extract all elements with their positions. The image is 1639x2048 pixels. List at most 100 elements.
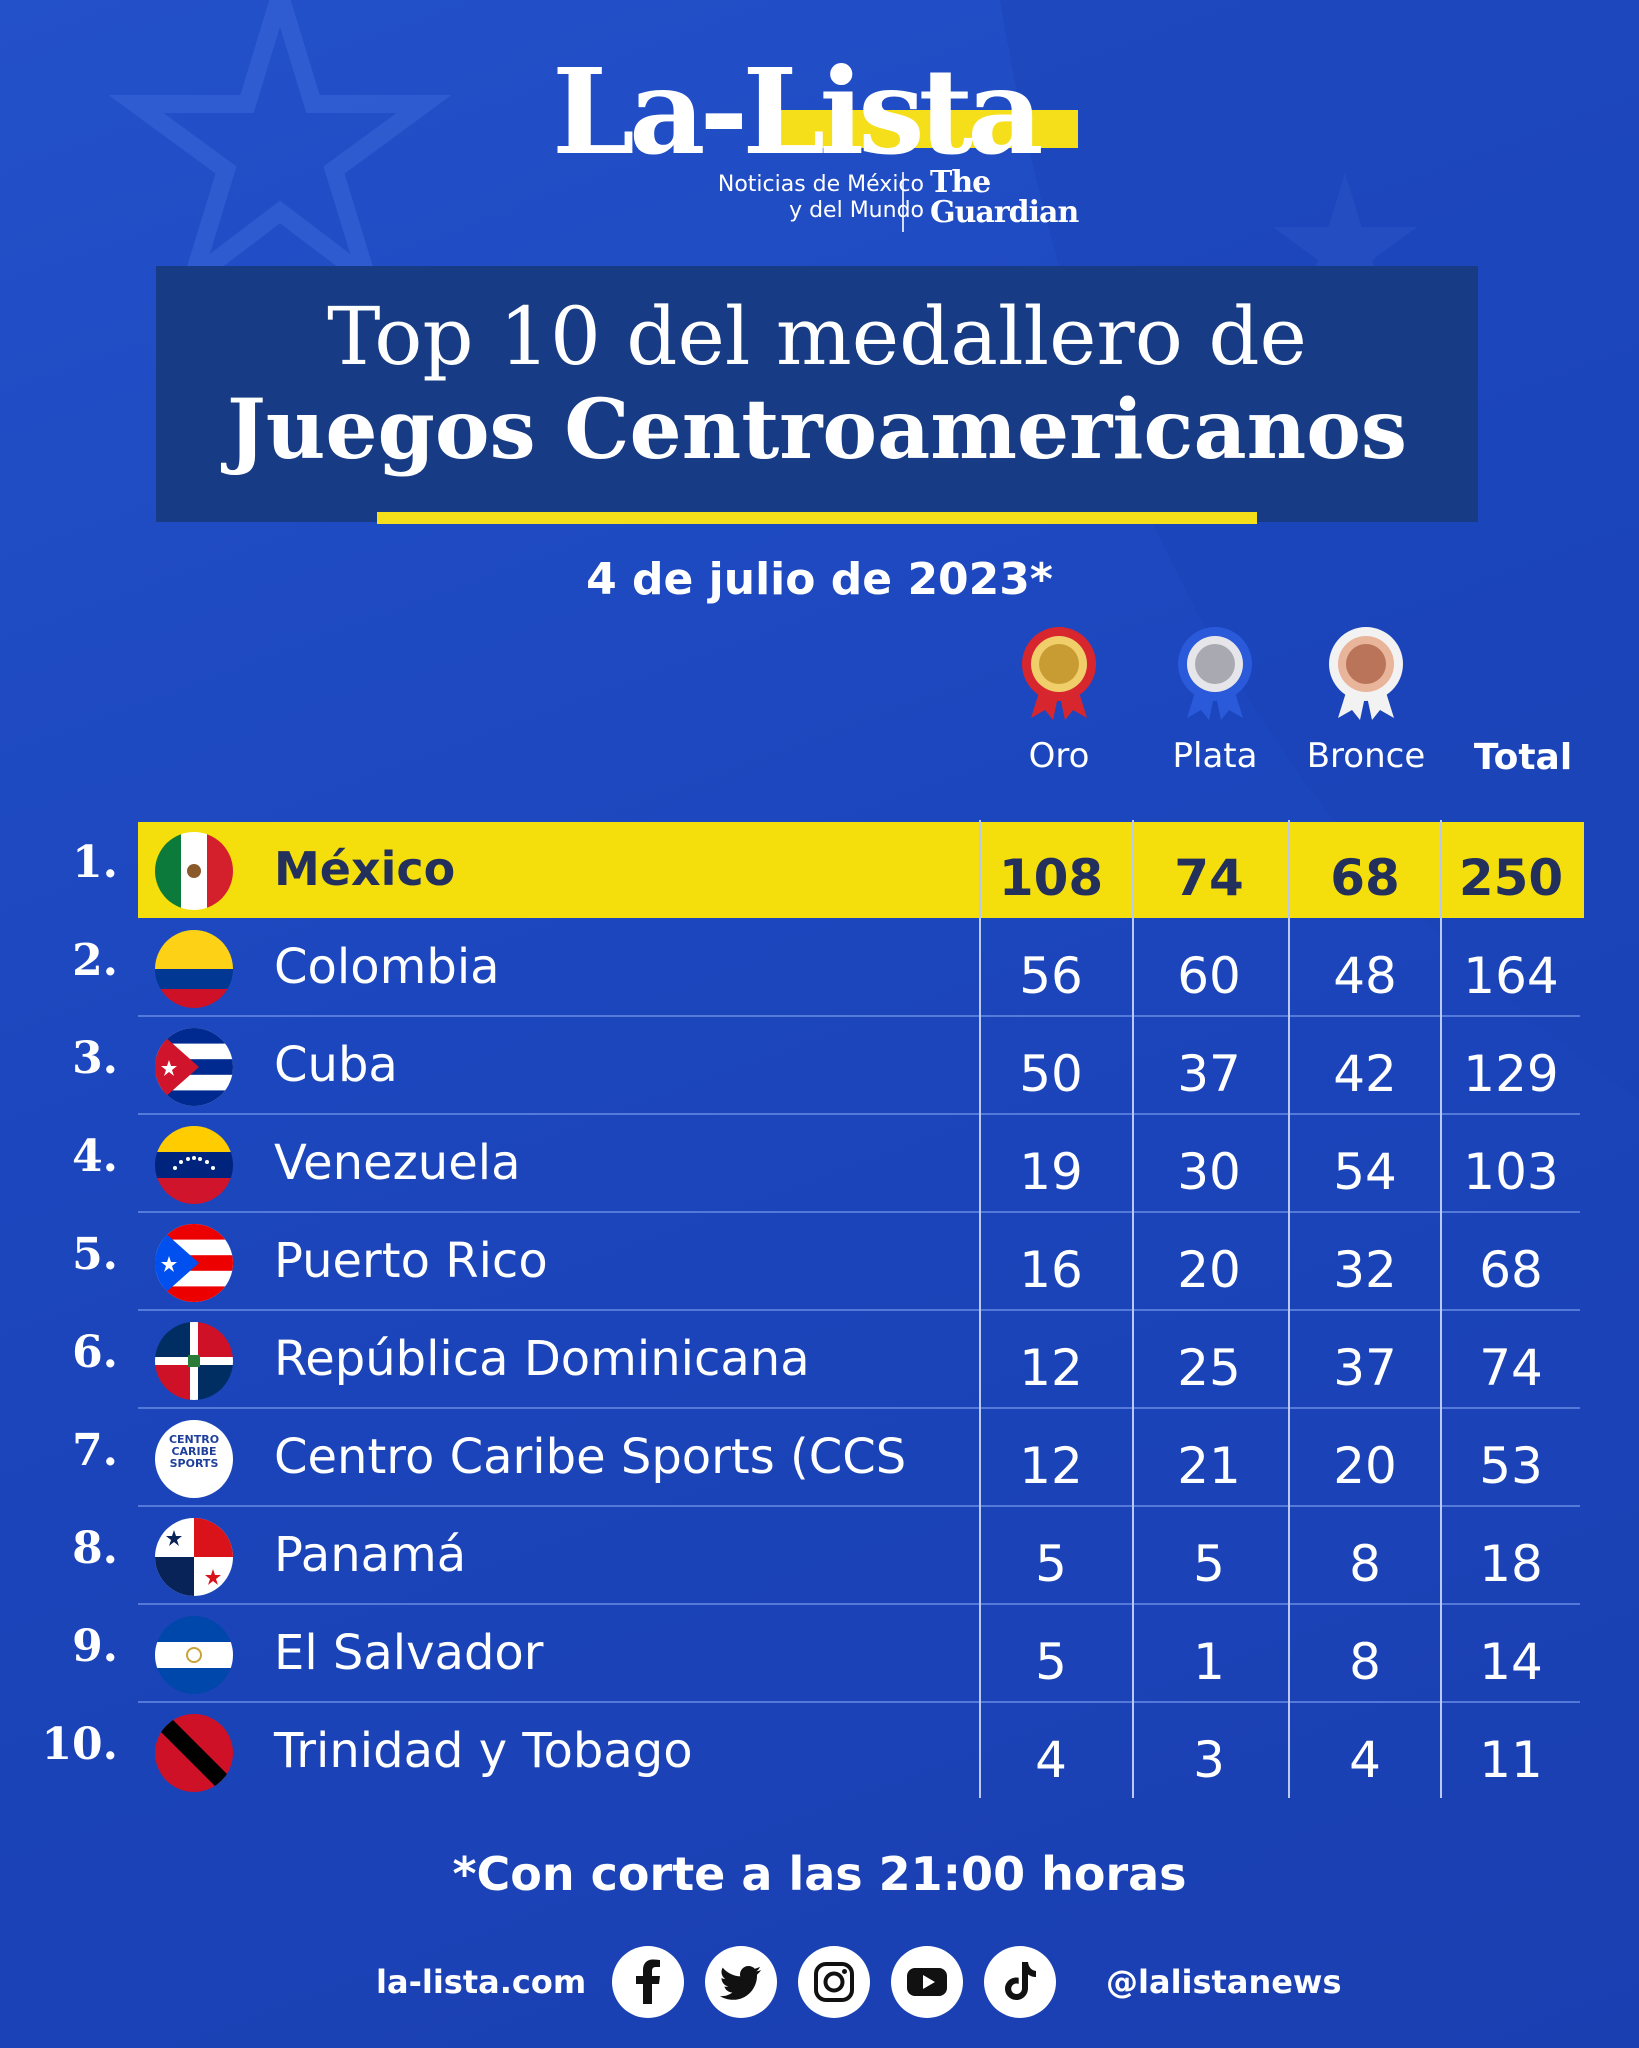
table-row: 8. Panamá 5 5 8 18 (0, 1506, 1639, 1604)
bronze-count: 8 (1349, 1535, 1381, 1593)
table-row: 5. Puerto Rico 16 20 32 68 (0, 1212, 1639, 1310)
row-divider (138, 1113, 1580, 1115)
column-divider (1132, 820, 1134, 1798)
gold-count: 4 (1035, 1731, 1067, 1789)
puerto-rico-flag-icon (155, 1224, 233, 1302)
table-row: 6. República Dominicana 12 25 37 74 (0, 1310, 1639, 1408)
country-name: Venezuela (274, 1135, 521, 1191)
row-divider (138, 1505, 1580, 1507)
youtube-icon[interactable] (891, 1946, 963, 2018)
guardian-logo-line2: Guardian (930, 195, 1079, 230)
highlight-band (138, 822, 1584, 918)
facebook-icon[interactable] (612, 1946, 684, 2018)
column-divider (1288, 820, 1290, 1798)
silver-medal-icon (1178, 627, 1252, 720)
silver-count: 25 (1177, 1339, 1241, 1397)
gold-count: 16 (1019, 1241, 1083, 1299)
bronze-count: 8 (1349, 1633, 1381, 1691)
logo-divider (902, 172, 904, 232)
bronze-count: 32 (1333, 1241, 1397, 1299)
total-count: 53 (1479, 1437, 1543, 1495)
row-divider (138, 1309, 1580, 1311)
silver-column-header: Plata (1140, 626, 1290, 778)
table-row: 7. Centro Caribe Sports (CCS 12 21 20 53 (0, 1408, 1639, 1506)
rank-label: 9. (72, 1621, 118, 1672)
background-star-icon (1273, 173, 1417, 314)
silver-count: 5 (1193, 1535, 1225, 1593)
gold-count: 19 (1019, 1143, 1083, 1201)
twitter-icon[interactable] (705, 1946, 777, 2018)
total-count: 129 (1463, 1045, 1559, 1103)
row-divider (138, 1603, 1580, 1605)
rank-label: 5. (72, 1229, 118, 1280)
gold-column-label: Oro (1028, 736, 1090, 776)
gold-medal-icon (1022, 627, 1096, 720)
panama-flag-icon (155, 1518, 233, 1596)
column-divider (1440, 820, 1442, 1798)
background-star-icon (108, 0, 452, 290)
logo-wordmark: La-Lista (552, 42, 1044, 181)
page-title-line2: Juegos Centroamericanos (226, 382, 1408, 478)
country-name: El Salvador (274, 1625, 544, 1681)
rank-label: 4. (72, 1131, 118, 1182)
total-column-label: Total (1473, 737, 1573, 778)
instagram-icon[interactable] (798, 1946, 870, 2018)
centro-caribe-sports-logo-text: CENTRO CARIBE SPORTS (155, 1434, 233, 1470)
table-row: 10. Trinidad y Tobago 4 3 4 11 (0, 1702, 1639, 1800)
rank-label: 2. (72, 935, 118, 986)
bronze-count: 20 (1333, 1437, 1397, 1495)
bronze-count: 42 (1333, 1045, 1397, 1103)
footnote: *Con corte a las 21:00 horas (452, 1847, 1187, 1901)
tiktok-icon[interactable] (984, 1946, 1056, 2018)
bronze-column-header: Bronce (1291, 626, 1441, 778)
country-name: México (274, 842, 456, 896)
total-count: 164 (1463, 947, 1559, 1005)
gold-count: 12 (1019, 1437, 1083, 1495)
table-row: 3. Cuba 50 37 42 129 (0, 1016, 1639, 1114)
bronze-count: 37 (1333, 1339, 1397, 1397)
logo-tagline: Noticias de México y del Mundo (644, 172, 924, 224)
silver-column-label: Plata (1172, 736, 1258, 776)
rank-label: 3. (72, 1033, 118, 1084)
website-link[interactable]: la-lista.com (376, 1963, 587, 2001)
ccs-logo-label: CENTRO CARIBE SPORTS (168, 1433, 220, 1470)
silver-count: 60 (1177, 947, 1241, 1005)
rank-label: 10. (41, 1719, 118, 1770)
silver-count: 3 (1193, 1731, 1225, 1789)
social-handle[interactable]: @lalistanews (1106, 1963, 1342, 2001)
row-divider (138, 1701, 1580, 1703)
table-row: 1. México 108 74 68 250 (0, 820, 1639, 918)
centro-caribe-sports-logo-icon (155, 1420, 233, 1498)
gold-count: 56 (1019, 947, 1083, 1005)
gold-count: 5 (1035, 1535, 1067, 1593)
bronze-count: 48 (1333, 947, 1397, 1005)
guardian-logo-line1: The (930, 165, 991, 200)
country-name: Panamá (274, 1527, 467, 1583)
country-name: Colombia (274, 939, 500, 995)
silver-count: 30 (1177, 1143, 1241, 1201)
bronze-count: 54 (1333, 1143, 1397, 1201)
gold-count: 50 (1019, 1045, 1083, 1103)
country-name: Centro Caribe Sports (CCS (274, 1429, 907, 1485)
country-name: Trinidad y Tobago (274, 1723, 693, 1779)
gold-count: 5 (1035, 1633, 1067, 1691)
silver-count: 74 (1174, 849, 1244, 907)
venezuela-flag-icon (155, 1126, 233, 1204)
total-count: 18 (1479, 1535, 1543, 1593)
silver-count: 20 (1177, 1241, 1241, 1299)
rank-label: 6. (72, 1327, 118, 1378)
gold-count: 12 (1019, 1339, 1083, 1397)
total-count: 11 (1479, 1731, 1543, 1789)
dominican-republic-flag-icon (155, 1322, 233, 1400)
country-name: Cuba (274, 1037, 398, 1093)
table-row: 2. Colombia 56 60 48 164 (0, 918, 1639, 1016)
cuba-flag-icon (155, 1028, 233, 1106)
country-name: Puerto Rico (274, 1233, 548, 1289)
el-salvador-flag-icon (155, 1616, 233, 1694)
column-divider (979, 820, 981, 1798)
silver-count: 21 (1177, 1437, 1241, 1495)
row-divider (138, 1407, 1580, 1409)
la-lista-logo[interactable]: La-Lista Noticias de México y del Mundo … (552, 52, 1092, 232)
mexico-flag-icon (155, 832, 233, 910)
